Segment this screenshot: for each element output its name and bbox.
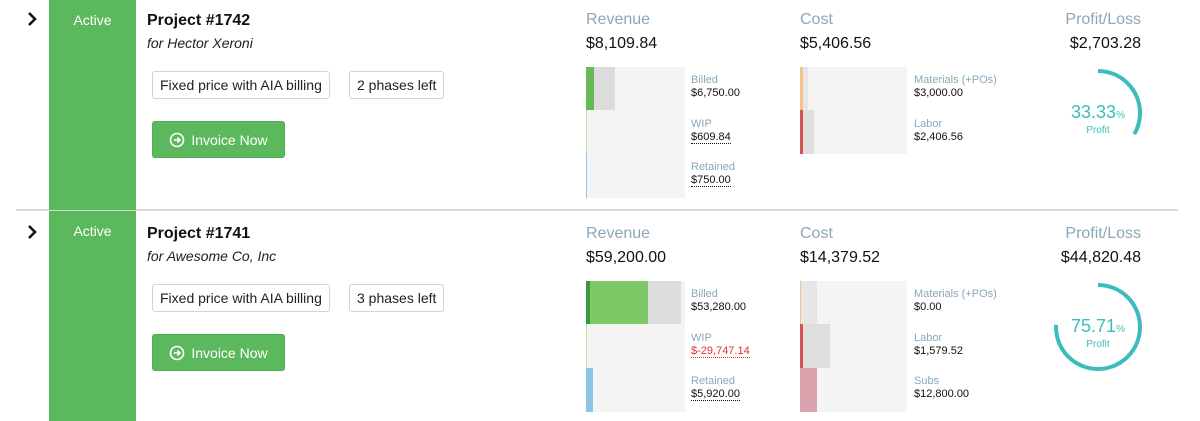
wip-label: WIP (691, 118, 712, 130)
revenue-total: $8,109.84 (586, 35, 658, 52)
labor-remaining-bar (803, 324, 830, 368)
client-name: for Hector Xeroni (147, 35, 253, 51)
cost-heading: Cost (800, 225, 833, 242)
row-divider (16, 209, 1178, 211)
retained-amount[interactable]: $5,920.00 (691, 388, 740, 401)
billed-remaining-bar (594, 67, 615, 110)
billed-label: Billed (691, 74, 718, 86)
billed-fill (586, 67, 594, 110)
billed-edge (586, 281, 590, 324)
revenue-total: $59,200.00 (586, 249, 667, 266)
profit-loss-total: $44,820.48 (1060, 249, 1141, 266)
project-title[interactable]: Project #1742 (147, 12, 251, 29)
labor-label: Labor (914, 118, 943, 130)
subs-label: Subs (914, 375, 940, 387)
project-row: Active Project #1741 for Awesome Co, Inc… (0, 211, 1200, 421)
retained-bar (586, 154, 587, 198)
billing-type-tag: Fixed price with AIA billing (152, 71, 330, 99)
revenue-heading: Revenue (586, 225, 651, 242)
wip-bar (586, 110, 587, 154)
materials-bar (800, 67, 803, 110)
project-row: Active Project #1742 for Hector Xeroni F… (0, 0, 1200, 210)
labor-amount: $1,579.52 (914, 345, 963, 357)
chevron-right-icon[interactable] (25, 225, 39, 239)
profit-loss-total: $2,703.28 (1069, 35, 1141, 52)
retained-amount[interactable]: $750.00 (691, 174, 731, 187)
materials-remaining-bar (801, 281, 817, 324)
retained-bar (586, 368, 593, 412)
profit-loss-heading: Profit/Loss (1065, 11, 1141, 28)
labor-remaining-bar (803, 110, 814, 154)
cost-chart-bg (800, 67, 907, 154)
cost-total: $14,379.52 (800, 249, 881, 266)
billed-bar (586, 281, 648, 324)
invoice-now-label: Invoice Now (191, 344, 268, 361)
retained-label: Retained (691, 375, 736, 387)
materials-label: Materials (+POs) (914, 288, 997, 300)
labor-label: Labor (914, 332, 943, 344)
profit-percent: 75.71% (1071, 316, 1125, 336)
labor-amount: $2,406.56 (914, 131, 963, 143)
invoice-now-button[interactable]: Invoice Now (152, 121, 285, 158)
phases-left-tag: 3 phases left (349, 284, 445, 312)
profit-percent: 33.33% (1071, 102, 1125, 122)
wip-amount[interactable]: $-29,747.14 (691, 345, 750, 358)
arrow-circle-right-icon (169, 345, 185, 361)
subs-amount: $12,800.00 (914, 388, 970, 400)
profit-loss-heading: Profit/Loss (1065, 225, 1141, 242)
project-title[interactable]: Project #1741 (147, 225, 251, 242)
billed-amount: $53,280.00 (691, 301, 747, 313)
labor-bar (800, 110, 803, 154)
retained-label: Retained (691, 161, 736, 173)
status-badge: Active (49, 0, 136, 210)
client-name: for Awesome Co, Inc (147, 248, 277, 264)
wip-label: WIP (691, 332, 712, 344)
cost-total: $5,406.56 (800, 35, 872, 52)
subs-bar (800, 368, 817, 412)
profit-label: Profit (1086, 339, 1110, 350)
labor-bar (800, 324, 803, 368)
invoice-now-button[interactable]: Invoice Now (152, 334, 285, 371)
invoice-now-label: Invoice Now (191, 131, 268, 148)
materials-amount: $3,000.00 (914, 87, 963, 99)
cost-heading: Cost (800, 11, 833, 28)
materials-bar (800, 281, 801, 324)
billing-type-tag: Fixed price with AIA billing (152, 284, 330, 312)
billed-amount: $6,750.00 (691, 87, 740, 99)
profit-gauge (1054, 283, 1142, 371)
revenue-heading: Revenue (586, 11, 651, 28)
chevron-right-icon[interactable] (25, 12, 39, 26)
phases-left-tag: 2 phases left (349, 71, 445, 99)
materials-amount: $0.00 (914, 301, 942, 313)
arrow-circle-right-icon (169, 132, 185, 148)
billed-remaining-bar (648, 281, 681, 324)
status-badge: Active (49, 211, 136, 421)
profit-label: Profit (1086, 125, 1110, 136)
profit-gauge-arc (1054, 283, 1142, 371)
materials-label: Materials (+POs) (914, 74, 997, 86)
wip-bar (586, 324, 587, 368)
profit-gauge-arc (1054, 69, 1142, 157)
profit-gauge (1054, 69, 1142, 157)
billed-label: Billed (691, 288, 718, 300)
wip-amount[interactable]: $609.84 (691, 131, 731, 144)
materials-remaining-bar (803, 67, 808, 110)
